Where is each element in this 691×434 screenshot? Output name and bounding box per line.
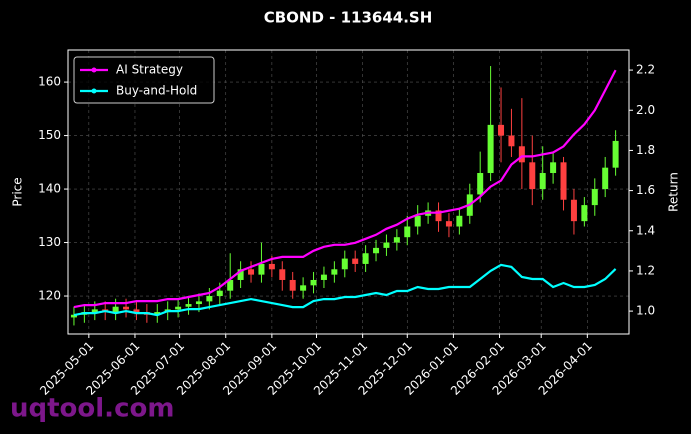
candle-body <box>414 215 421 227</box>
y-tick-label: 160 <box>38 75 61 89</box>
candle-body <box>206 296 213 302</box>
y2-tick-label: 1.8 <box>636 143 655 157</box>
candle-body <box>341 258 348 270</box>
y2-tick-label: 1.4 <box>636 223 655 237</box>
y2-tick-label: 2.2 <box>636 63 655 77</box>
candle-body <box>560 162 567 200</box>
chart-title: CBOND - 113644.SH <box>264 9 433 27</box>
candle-body <box>435 210 442 222</box>
candle-body <box>320 274 327 280</box>
y2-tick-label: 2.0 <box>636 103 655 117</box>
candle-body <box>237 269 244 280</box>
legend-label: Buy-and-Hold <box>116 84 197 98</box>
candle-body <box>445 221 452 227</box>
candle-body <box>123 306 130 310</box>
candle-body <box>487 124 494 174</box>
candle-body <box>456 215 463 227</box>
legend-label: AI Strategy <box>116 63 183 77</box>
candle-body <box>175 306 182 310</box>
candle-body <box>518 146 525 163</box>
candle-body <box>539 173 546 190</box>
candle-body <box>310 279 317 286</box>
candle-body <box>477 173 484 195</box>
candle-body <box>393 237 400 243</box>
candle-body <box>581 205 588 222</box>
candle-body <box>289 279 296 291</box>
y-tick-label: 150 <box>38 128 61 142</box>
return-line <box>73 69 617 309</box>
candle-body <box>404 226 411 238</box>
candle-body <box>195 301 202 305</box>
candle-body <box>373 247 380 254</box>
candle-body <box>352 258 359 264</box>
candle-body <box>591 189 598 206</box>
y2-tick-label: 1.2 <box>636 263 655 277</box>
candle-body <box>268 263 275 270</box>
legend-marker <box>91 67 97 73</box>
y-tick-label: 140 <box>38 182 61 196</box>
candle-body <box>612 140 619 168</box>
candle-body <box>529 162 536 190</box>
candle-body <box>70 314 77 318</box>
candle-body <box>248 269 255 275</box>
legend-marker <box>91 88 97 94</box>
candle-body <box>508 135 515 147</box>
legend-box <box>73 56 215 104</box>
candle-body <box>300 285 307 291</box>
candle-body <box>91 309 98 313</box>
candle-body <box>602 167 609 190</box>
y2-tick-label: 1.0 <box>636 304 655 318</box>
candle-body <box>258 263 265 275</box>
return-line <box>73 263 617 317</box>
y2-axis-label: Return <box>667 172 681 212</box>
candle-body <box>133 309 140 313</box>
candle-body <box>154 312 161 315</box>
candle-body <box>227 279 234 291</box>
y-tick-label: 130 <box>38 235 61 249</box>
candle-body <box>185 304 192 307</box>
candle-body <box>550 162 557 174</box>
candle-body <box>383 242 390 248</box>
candle-body <box>331 269 338 275</box>
watermark: uqtool.com <box>10 394 174 424</box>
candle-body <box>216 290 223 297</box>
y-tick-label: 120 <box>38 289 61 303</box>
candle-body <box>362 253 369 264</box>
y-axis-label: Price <box>11 177 25 206</box>
candle-body <box>498 124 505 136</box>
y2-tick-label: 1.6 <box>636 183 655 197</box>
candle-body <box>279 269 286 280</box>
plot-frame <box>67 49 630 335</box>
candle-body <box>570 199 577 222</box>
candle-body <box>112 306 119 313</box>
